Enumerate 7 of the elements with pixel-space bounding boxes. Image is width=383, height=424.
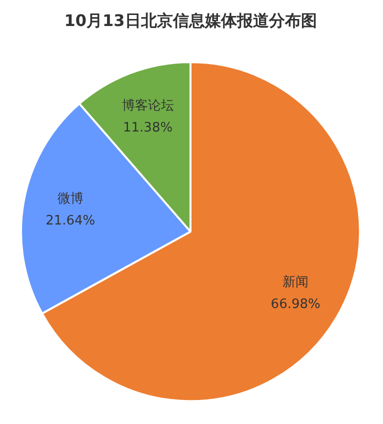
slice-label: 博客论坛 bbox=[122, 98, 174, 114]
data-label: 11.38% bbox=[123, 120, 173, 136]
data-label: 66.98% bbox=[270, 297, 320, 312]
chart-title: 10月13日北京信息媒体报道分布图 bbox=[64, 10, 317, 30]
slice-label: 微博 bbox=[57, 192, 84, 207]
slice-label: 新闻 bbox=[282, 275, 309, 290]
data-label: 21.64% bbox=[46, 214, 96, 229]
